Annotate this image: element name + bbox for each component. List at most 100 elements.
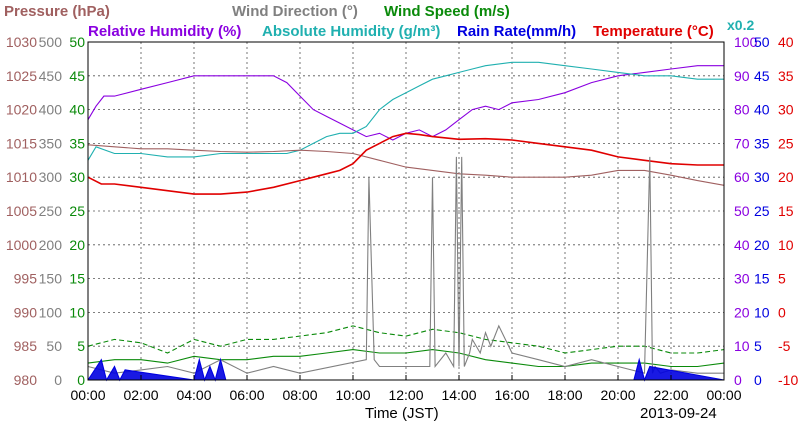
x-tick-label: 18:00 xyxy=(547,387,582,403)
y-tick-label-wind-direction: 300 xyxy=(39,169,63,185)
y-tick-label-wind-direction: 500 xyxy=(39,34,63,50)
y-tick-label-wind-speed: 25 xyxy=(69,203,85,219)
y-tick-label-wind-direction: 250 xyxy=(39,203,63,219)
y-tick-label-rain-rate: 5 xyxy=(754,338,762,354)
y-tick-label-wind-direction: 100 xyxy=(39,304,63,320)
y-tick-label-wind-speed: 15 xyxy=(69,271,85,287)
y-tick-label-rain-rate: 20 xyxy=(754,237,770,253)
y-tick-label-wind-direction: 150 xyxy=(39,271,63,287)
legend-wind-speed: Wind Speed (m/s) xyxy=(384,3,510,20)
y-tick-label-pressure: 1000 xyxy=(6,237,37,253)
y-tick-label-wind-direction: 0 xyxy=(54,372,62,388)
x-tick-label: 10:00 xyxy=(335,387,370,403)
series-line-relative-humidity xyxy=(87,65,724,141)
y-tick-label-pressure: 1020 xyxy=(6,102,37,118)
x-tick-label: 06:00 xyxy=(229,387,264,403)
y-tick-label-wind-speed: 5 xyxy=(77,338,85,354)
y-tick-label-temperature: 20 xyxy=(778,169,794,185)
y-tick-label-temperature: 10 xyxy=(778,237,794,253)
y-axes-layer: 9809859909951000100510101015102010251030… xyxy=(6,34,799,388)
y-tick-label-pressure: 995 xyxy=(14,271,38,287)
y-tick-label-rain-rate: 50 xyxy=(754,34,770,50)
y-tick-label-wind-speed: 40 xyxy=(69,102,85,118)
series-line-wind-direction xyxy=(87,156,724,374)
series-line-wind-gust-m-s xyxy=(87,325,725,354)
y-tick-label-temperature: 25 xyxy=(778,135,794,151)
legend-relative-humidity: Relative Humidity (%) xyxy=(88,23,241,40)
x-axis-label: Time (JST) xyxy=(365,405,439,422)
series-line-rain-rate-mm-h xyxy=(87,357,725,382)
y-tick-label-pressure: 1030 xyxy=(6,34,37,50)
y-tick-label-temperature: 0 xyxy=(778,304,786,320)
y-tick-label-wind-speed: 45 xyxy=(69,68,85,84)
x-tick-label: 12:00 xyxy=(388,387,423,403)
y-tick-label-rain-rate: 0 xyxy=(754,372,762,388)
y-tick-label-rain-rate: 30 xyxy=(754,169,770,185)
x-tick-label: 20:00 xyxy=(600,387,635,403)
y-tick-label-humidity: 60 xyxy=(734,169,750,185)
y-tick-label-pressure: 985 xyxy=(14,338,38,354)
x-tick-label: 08:00 xyxy=(282,387,317,403)
y-tick-label-pressure: 980 xyxy=(14,372,38,388)
y-tick-label-humidity: 40 xyxy=(734,237,750,253)
y-tick-label-humidity: 90 xyxy=(734,68,750,84)
y-tick-label-rain-rate: 10 xyxy=(754,304,770,320)
y-tick-label-temperature: 40 xyxy=(778,34,794,50)
y-tick-label-wind-speed: 50 xyxy=(69,34,85,50)
x-tick-label: 00:00 xyxy=(70,387,105,403)
y-tick-label-wind-speed: 0 xyxy=(77,372,85,388)
series-line-wind-speed-m-s xyxy=(87,349,725,368)
legend-scale-note: x0.2 xyxy=(727,17,754,33)
y-tick-label-humidity: 50 xyxy=(734,203,750,219)
y-tick-label-wind-direction: 50 xyxy=(46,338,62,354)
y-tick-label-humidity: 10 xyxy=(734,338,750,354)
legend-absolute-humidity: Absolute Humidity (g/m³) xyxy=(262,23,440,40)
legend-pressure: Pressure (hPa) xyxy=(4,3,110,20)
y-tick-label-rain-rate: 25 xyxy=(754,203,770,219)
y-tick-label-rain-rate: 35 xyxy=(754,135,770,151)
x-tick-label: 14:00 xyxy=(441,387,476,403)
y-tick-label-rain-rate: 40 xyxy=(754,102,770,118)
x-tick-label: 00:00 xyxy=(706,387,741,403)
y-tick-label-pressure: 1010 xyxy=(6,169,37,185)
x-tick-label: 22:00 xyxy=(653,387,688,403)
x-tick-label: 02:00 xyxy=(123,387,158,403)
y-tick-label-temperature: 5 xyxy=(778,271,786,287)
y-tick-label-wind-direction: 350 xyxy=(39,135,63,151)
y-tick-label-temperature: 15 xyxy=(778,203,794,219)
y-tick-label-wind-speed: 20 xyxy=(69,237,85,253)
y-tick-label-humidity: 0 xyxy=(734,372,742,388)
series-layer xyxy=(87,61,725,382)
y-tick-label-humidity: 20 xyxy=(734,304,750,320)
x-axis-layer: 00:00 02:00 04:00 06:00 08:00 10:00 12:00 14:00… xyxy=(70,375,742,403)
y-tick-label-pressure: 1005 xyxy=(6,203,37,219)
x-tick-label: 04:00 xyxy=(176,387,211,403)
y-tick-label-humidity: 70 xyxy=(734,135,750,151)
y-tick-label-temperature: -5 xyxy=(778,338,791,354)
y-tick-label-rain-rate: 45 xyxy=(754,68,770,84)
y-tick-label-pressure: 990 xyxy=(14,304,38,320)
y-tick-label-temperature: -10 xyxy=(778,372,798,388)
y-tick-label-wind-direction: 400 xyxy=(39,102,63,118)
y-tick-label-wind-direction: 200 xyxy=(39,237,63,253)
chart-date: 2013-09-24 xyxy=(640,405,717,422)
y-tick-label-wind-speed: 35 xyxy=(69,135,85,151)
legend-wind-direction: Wind Direction (°) xyxy=(232,3,358,20)
x-tick-label: 16:00 xyxy=(494,387,529,403)
y-tick-label-humidity: 30 xyxy=(734,271,750,287)
legend-rain-rate: Rain Rate(mm/h) xyxy=(457,23,576,40)
y-tick-label-humidity: 100 xyxy=(734,34,758,50)
series-line-absolute-humidity-g-m xyxy=(87,61,724,161)
y-tick-label-temperature: 30 xyxy=(778,102,794,118)
y-tick-label-wind-speed: 10 xyxy=(69,304,85,320)
y-tick-label-rain-rate: 15 xyxy=(754,271,770,287)
y-tick-label-pressure: 1025 xyxy=(6,68,37,84)
series-line-pressure-hpa xyxy=(87,144,725,186)
y-tick-label-humidity: 80 xyxy=(734,102,750,118)
y-tick-label-wind-speed: 30 xyxy=(69,169,85,185)
y-tick-label-temperature: 35 xyxy=(778,68,794,84)
series-line-temperature-c xyxy=(87,132,724,195)
y-tick-label-pressure: 1015 xyxy=(6,135,37,151)
